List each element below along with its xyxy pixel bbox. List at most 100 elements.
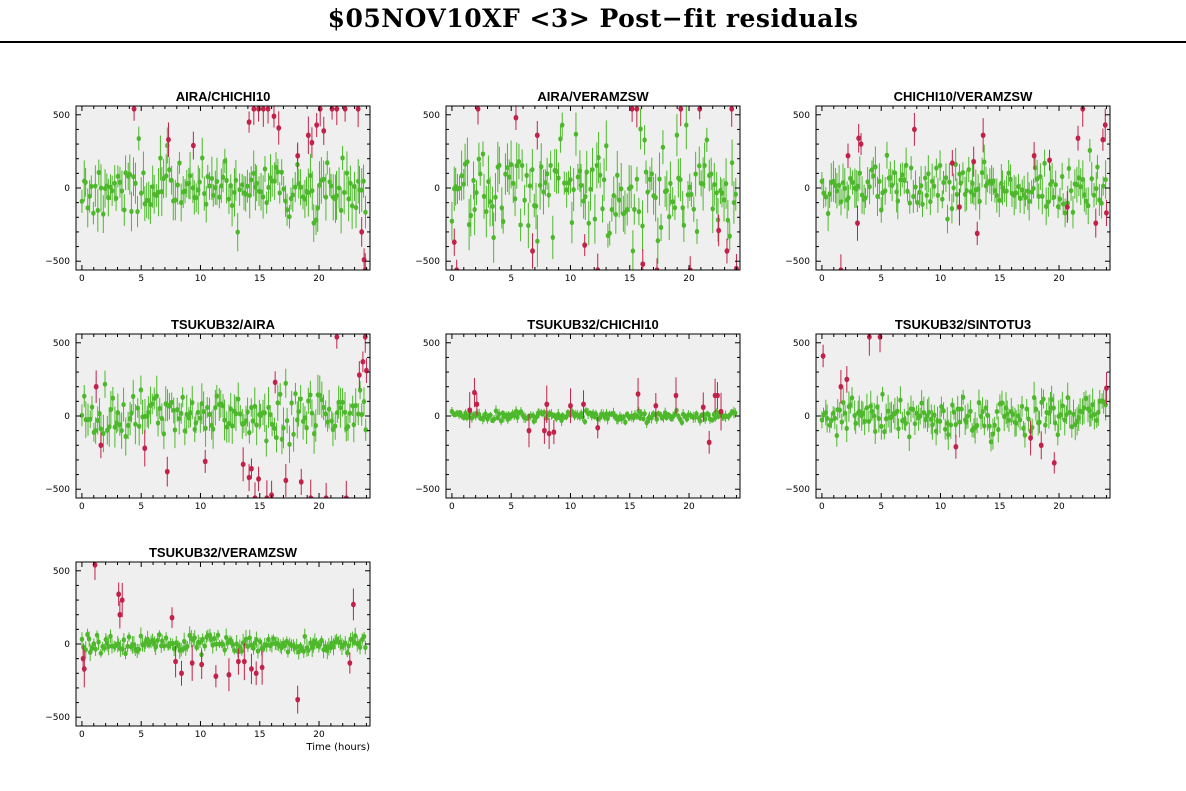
good-point	[202, 190, 207, 197]
good-point	[581, 198, 586, 204]
good-point	[1031, 185, 1036, 192]
good-point	[202, 643, 207, 649]
good-point	[178, 199, 184, 206]
y-tick-label: −500	[785, 485, 810, 495]
good-point	[258, 189, 264, 195]
good-point	[505, 165, 510, 171]
good-point	[1006, 417, 1012, 423]
good-point	[136, 646, 142, 652]
good-point	[298, 184, 303, 190]
good-point	[821, 190, 826, 196]
good-point	[630, 248, 636, 254]
good-point	[575, 174, 581, 180]
good-point	[948, 422, 954, 428]
good-point	[301, 648, 306, 654]
good-point	[588, 186, 593, 192]
good-point	[518, 222, 523, 228]
good-point	[187, 173, 193, 179]
good-point	[658, 224, 664, 231]
good-point	[568, 177, 573, 183]
flagged-point	[718, 408, 724, 415]
good-point	[921, 409, 927, 416]
good-point	[621, 414, 626, 420]
x-tick-label: 5	[878, 502, 884, 512]
good-point	[235, 229, 240, 235]
good-point	[983, 405, 988, 411]
good-point	[1068, 188, 1074, 194]
good-point	[1024, 406, 1029, 412]
good-point	[309, 410, 315, 416]
flagged-point	[236, 658, 241, 665]
good-point	[923, 417, 928, 423]
good-point	[331, 644, 336, 650]
good-point	[108, 407, 114, 413]
good-point	[516, 158, 522, 165]
good-point	[155, 420, 161, 426]
good-point	[1103, 176, 1108, 183]
good-point	[252, 403, 257, 409]
flagged-point	[81, 666, 87, 672]
good-point	[580, 414, 585, 420]
flagged-point	[581, 401, 586, 408]
good-point	[224, 177, 229, 184]
good-point	[1051, 194, 1056, 200]
flagged-point	[93, 383, 99, 390]
good-point	[863, 195, 868, 201]
flagged-point	[474, 401, 480, 408]
good-point	[920, 201, 925, 207]
good-point	[186, 415, 192, 421]
y-tick-label: 0	[64, 412, 70, 422]
good-point	[531, 418, 537, 424]
flagged-point	[190, 142, 196, 149]
flagged-point	[551, 429, 557, 435]
good-point	[491, 234, 496, 241]
good-point	[254, 422, 259, 428]
good-point	[86, 636, 92, 642]
good-point	[1088, 413, 1094, 419]
good-point	[164, 173, 169, 179]
good-point	[898, 397, 903, 403]
good-point	[913, 184, 918, 190]
good-point	[689, 191, 694, 198]
good-point	[190, 400, 195, 406]
good-point	[163, 635, 169, 641]
flagged-point	[142, 445, 148, 452]
good-point	[262, 410, 267, 416]
good-point	[931, 183, 937, 189]
good-point	[1059, 173, 1065, 180]
good-point	[996, 426, 1001, 433]
good-point	[982, 159, 987, 165]
flagged-point	[544, 401, 550, 408]
y-tick-label: 500	[793, 339, 810, 349]
good-point	[298, 396, 303, 402]
x-tick-label: 0	[79, 274, 85, 284]
good-point	[632, 206, 637, 212]
x-tick-label: 15	[254, 502, 265, 512]
good-point	[340, 155, 345, 161]
good-point	[209, 175, 215, 182]
good-point	[935, 192, 941, 198]
good-point	[150, 637, 155, 643]
good-point	[548, 162, 553, 169]
good-point	[230, 423, 235, 429]
good-point	[323, 194, 329, 200]
y-tick-label: −500	[45, 485, 70, 495]
good-point	[93, 646, 98, 652]
flagged-point	[974, 230, 980, 237]
good-point	[678, 177, 683, 183]
good-point	[177, 160, 182, 166]
good-point	[1038, 173, 1043, 180]
good-point	[908, 165, 914, 171]
flagged-point	[1038, 442, 1044, 449]
good-point	[500, 218, 506, 225]
good-point	[220, 641, 226, 647]
good-point	[167, 167, 172, 173]
plot-area	[816, 106, 1110, 270]
good-point	[825, 210, 831, 217]
flagged-point	[530, 248, 535, 254]
flagged-point	[252, 495, 258, 498]
good-point	[169, 177, 174, 183]
good-point	[1013, 420, 1019, 426]
good-point	[123, 170, 128, 176]
good-point	[361, 633, 367, 640]
